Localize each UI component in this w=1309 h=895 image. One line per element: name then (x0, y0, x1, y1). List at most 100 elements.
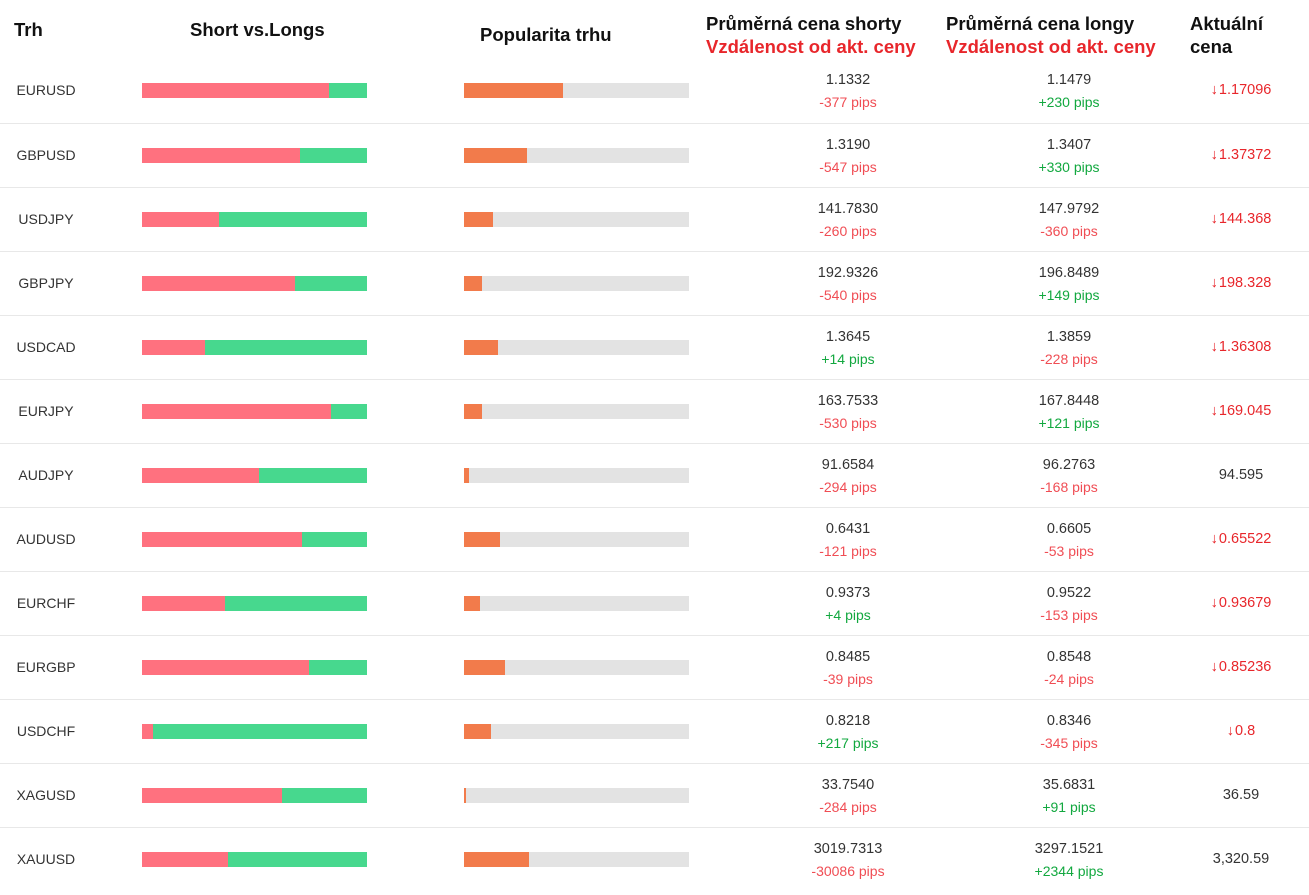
table-row[interactable]: USDCHF 0.8218 +217 pips 0.8346 -345 pips ↓0.8 (0, 699, 1309, 763)
avg-short-price: 1.1332 (825, 72, 871, 88)
symbol-label[interactable]: EURUSD (16, 82, 76, 98)
popularity-fill (464, 468, 469, 483)
symbol-label[interactable]: USDCAD (16, 339, 76, 355)
popularity-fill (464, 596, 480, 611)
short-long-bar (142, 596, 367, 611)
symbol-label[interactable]: EURJPY (18, 403, 74, 419)
symbol-label[interactable]: GBPUSD (16, 147, 76, 163)
avg-short-cell: 0.6431 -121 pips (748, 518, 948, 562)
avg-short-cell: 3019.7313 -30086 pips (748, 838, 948, 882)
long-distance: -360 pips (1040, 223, 1098, 239)
table-row[interactable]: EURJPY 163.7533 -530 pips 167.8448 +121 pips… (0, 379, 1309, 443)
current-price: 0.65522 (1218, 531, 1272, 547)
short-segment (142, 852, 228, 867)
popularity-fill (464, 788, 467, 803)
current-price: 1.37372 (1218, 147, 1272, 163)
short-segment (142, 596, 226, 611)
symbol-label[interactable]: GBPJPY (18, 275, 74, 291)
table-row[interactable]: EURCHF 0.9373 +4 pips 0.9522 -153 pips ↓0.936… (0, 571, 1309, 635)
short-distance: -260 pips (819, 223, 877, 239)
avg-long-cell: 0.8346 -345 pips (969, 710, 1169, 754)
symbol-label[interactable]: XAGUSD (16, 787, 76, 803)
current-price-cell: ↓1.17096 (1172, 59, 1309, 123)
avg-short-cell: 0.9373 +4 pips (748, 582, 948, 626)
current-price: 169.045 (1218, 403, 1272, 419)
long-distance: -345 pips (1040, 735, 1098, 751)
symbol-label[interactable]: EURCHF (16, 595, 76, 611)
symbol-label[interactable]: USDCHF (16, 723, 76, 739)
short-segment (142, 148, 300, 163)
avg-long-cell: 0.9522 -153 pips (969, 582, 1169, 626)
current-price: 0.8 (1235, 723, 1256, 739)
short-segment (142, 724, 154, 739)
header-market[interactable]: Trh (14, 19, 43, 40)
avg-long-cell: 1.1479 +230 pips (969, 69, 1169, 113)
header-avg-short-label: Průměrná cena shorty (706, 13, 902, 34)
avg-short-cell: 1.3645 +14 pips (748, 326, 948, 370)
header-short-vs-longs[interactable]: Short vs.Longs (190, 19, 325, 40)
avg-long-price: 3297.1521 (1034, 841, 1104, 857)
long-segment (205, 340, 367, 355)
popularity-fill (464, 148, 527, 163)
short-long-bar (142, 404, 367, 419)
arrow-down-icon: ↓ (1226, 723, 1235, 739)
symbol-label[interactable]: XAUUSD (16, 851, 76, 867)
avg-long-price: 0.8548 (1046, 649, 1092, 665)
table-header: Trh Short vs.Longs Popularita trhu Průmě… (0, 0, 1309, 59)
current-price-cell: ↓0.93679 (1172, 572, 1309, 636)
symbol-label[interactable]: EURGBP (16, 659, 76, 675)
avg-short-price: 91.6584 (821, 457, 875, 473)
popularity-bar (464, 660, 689, 675)
avg-long-price: 1.3859 (1046, 329, 1092, 345)
avg-long-price: 0.9522 (1046, 585, 1092, 601)
short-long-bar (142, 276, 367, 291)
table-row[interactable]: USDCAD 1.3645 +14 pips 1.3859 -228 pips ↓1.36… (0, 315, 1309, 379)
header-avg-long[interactable]: Průměrná cena longy Vzdálenost od akt. c… (946, 12, 1156, 58)
short-distance: -30086 pips (811, 863, 885, 879)
short-distance: -284 pips (819, 799, 877, 815)
short-long-bar (142, 852, 367, 867)
table-row[interactable]: EURGBP 0.8485 -39 pips 0.8548 -24 pips ↓0.852… (0, 635, 1309, 699)
table-row[interactable]: AUDUSD 0.6431 -121 pips 0.6605 -53 pips ↓0.65… (0, 507, 1309, 571)
long-distance: -24 pips (1044, 671, 1094, 687)
table-row[interactable]: GBPJPY 192.9326 -540 pips 196.8489 +149 pips… (0, 251, 1309, 315)
long-distance: -228 pips (1040, 351, 1098, 367)
avg-long-price: 0.8346 (1046, 713, 1092, 729)
table-row[interactable]: XAGUSD 33.7540 -284 pips 35.6831 +91 pips 36.… (0, 763, 1309, 827)
table-row[interactable]: USDJPY 141.7830 -260 pips 147.9792 -360 pips… (0, 187, 1309, 251)
symbol-label[interactable]: AUDJPY (18, 467, 74, 483)
avg-long-cell: 96.2763 -168 pips (969, 454, 1169, 498)
avg-long-cell: 167.8448 +121 pips (969, 390, 1169, 434)
header-popularity[interactable]: Popularita trhu (480, 24, 612, 45)
table-row[interactable]: GBPUSD 1.3190 -547 pips 1.3407 +330 pips ↓1.3… (0, 123, 1309, 187)
header-current-price[interactable]: Aktuální cena (1190, 13, 1263, 57)
table-row[interactable]: EURUSD 1.1332 -377 pips 1.1479 +230 pips ↓1.1… (0, 59, 1309, 123)
current-price-cell: ↓1.37372 (1172, 124, 1309, 188)
short-long-bar (142, 532, 367, 547)
arrow-down-icon: ↓ (1210, 659, 1218, 675)
short-long-bar (142, 788, 367, 803)
current-price-cell: 94.595 (1172, 444, 1309, 508)
popularity-fill (464, 724, 491, 739)
long-segment (225, 596, 367, 611)
avg-long-price: 196.8489 (1038, 265, 1100, 281)
long-segment (299, 148, 367, 163)
long-segment (308, 660, 367, 675)
current-price: 198.328 (1218, 275, 1272, 291)
symbol-label[interactable]: AUDUSD (16, 531, 76, 547)
popularity-bar (464, 340, 689, 355)
popularity-fill (464, 83, 563, 98)
table-row[interactable]: AUDJPY 91.6584 -294 pips 96.2763 -168 pips 94… (0, 443, 1309, 507)
avg-long-cell: 35.6831 +91 pips (969, 774, 1169, 818)
current-price-cell: 3,320.59 (1172, 828, 1309, 892)
short-long-bar (142, 212, 367, 227)
avg-short-price: 192.9326 (817, 265, 879, 281)
short-long-bar (142, 340, 367, 355)
symbol-label[interactable]: USDJPY (18, 211, 74, 227)
table-row[interactable]: XAUUSD 3019.7313 -30086 pips 3297.1521 +2344… (0, 827, 1309, 891)
popularity-bar (464, 148, 689, 163)
header-avg-short[interactable]: Průměrná cena shorty Vzdálenost od akt. … (706, 12, 916, 58)
arrow-down-icon: ↓ (1210, 531, 1218, 547)
short-segment (142, 532, 302, 547)
short-segment (142, 660, 309, 675)
